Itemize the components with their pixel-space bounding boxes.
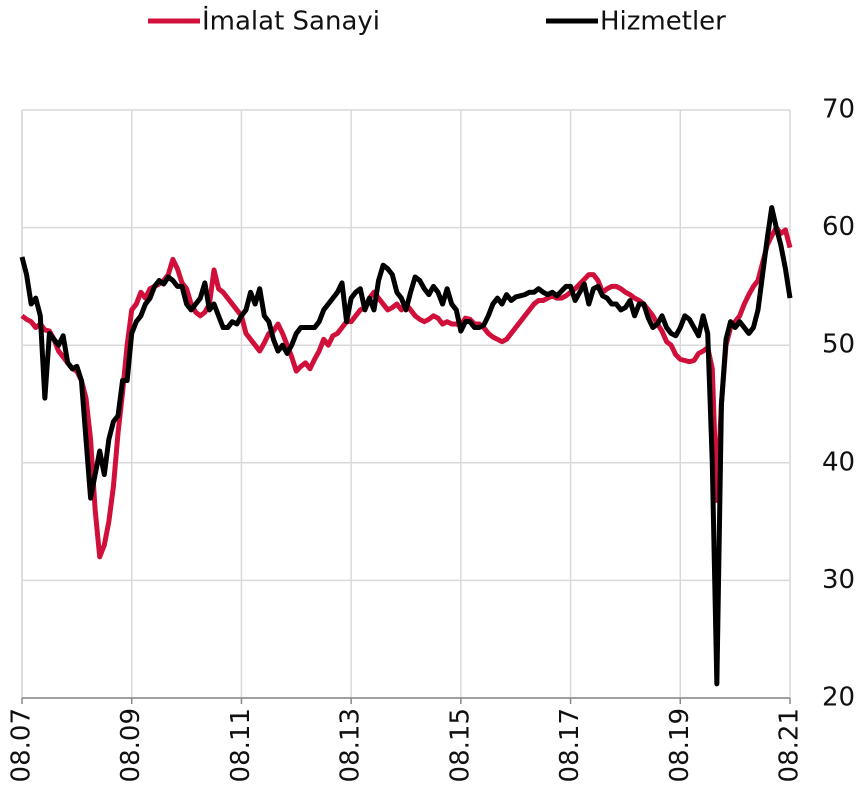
- legend-label: Hizmetler: [600, 7, 726, 37]
- y-tick-label: 50: [822, 330, 855, 360]
- y-tick-label: 20: [822, 683, 855, 713]
- legend-label: İmalat Sanayi: [202, 5, 380, 37]
- y-tick-label: 30: [822, 565, 855, 595]
- y-tick-label: 60: [822, 212, 855, 242]
- x-tick-label: 08.07: [7, 708, 37, 782]
- series-line: [20, 225, 793, 560]
- x-tick-label: 08.21: [775, 708, 805, 782]
- x-tick-label: 08.13: [336, 708, 366, 782]
- x-tick-label: 08.17: [555, 708, 585, 782]
- y-tick-label: 70: [822, 95, 855, 125]
- x-tick-label: 08.19: [665, 708, 695, 782]
- series-line: [19, 205, 793, 687]
- x-tick-label: 08.11: [226, 708, 256, 782]
- x-tick-label: 08.09: [116, 708, 146, 782]
- x-tick-label: 08.15: [445, 708, 475, 782]
- y-tick-label: 40: [822, 447, 855, 477]
